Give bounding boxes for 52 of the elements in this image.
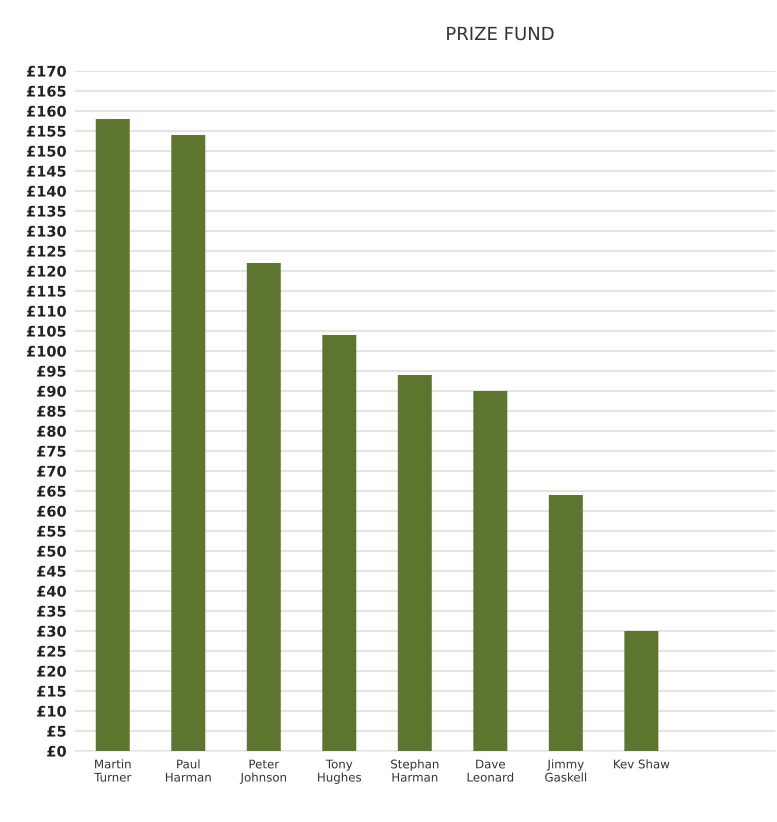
y-tick-label: £0: [47, 746, 66, 757]
x-tick-label: Jimmy Gaskell: [545, 759, 586, 782]
y-tick-label: £25: [37, 646, 66, 657]
y-tick-label: £110: [26, 306, 66, 317]
x-tick-label: Stephan Harman: [391, 759, 438, 782]
y-tick-label: £130: [26, 226, 66, 237]
y-tick-label: £40: [37, 586, 66, 597]
y-tick-label: £115: [26, 286, 66, 297]
x-tick-label: Peter Johnson: [240, 760, 286, 784]
y-tick-label: £35: [37, 606, 66, 617]
y-tick-label: £170: [26, 66, 66, 77]
y-tick-label: £140: [26, 186, 66, 197]
y-tick-label: £95: [37, 366, 66, 377]
y-tick-label: £120: [26, 266, 66, 277]
chart-title: PRIZE FUND: [447, 26, 554, 40]
y-tick-label: £145: [26, 166, 66, 177]
y-tick-label: £20: [37, 666, 66, 677]
y-tick-label: £160: [26, 106, 66, 117]
y-tick-label: £15: [37, 686, 66, 697]
y-tick-label: £70: [37, 466, 66, 477]
bar: [473, 391, 508, 751]
bar: [322, 335, 356, 751]
y-tick-label: £165: [26, 86, 66, 97]
bar: [246, 263, 281, 751]
y-tick-label: £155: [26, 126, 66, 137]
y-tick-label: £100: [26, 346, 66, 357]
y-tick-label: £50: [37, 546, 66, 557]
y-tick-label: £45: [37, 566, 66, 577]
y-tick-label: £150: [26, 146, 66, 157]
bar: [96, 119, 130, 751]
y-tick-label: £85: [37, 406, 66, 417]
y-tick-label: £65: [37, 486, 66, 497]
y-tick-label: £90: [37, 386, 66, 397]
bar: [171, 135, 206, 751]
y-tick-label: £75: [37, 446, 66, 457]
y-tick-label: £10: [37, 706, 66, 717]
x-tick-label: Paul Harman: [166, 759, 211, 782]
y-tick-label: £30: [37, 626, 66, 637]
y-tick-label: £60: [37, 506, 66, 517]
y-tick-label: £55: [37, 526, 66, 537]
y-tick-label: £125: [26, 246, 66, 257]
y-tick-label: £105: [26, 326, 66, 337]
x-tick-label: Dave Leonard: [468, 760, 514, 782]
x-tick-label: Martin Turner: [94, 759, 132, 782]
bar: [398, 375, 432, 751]
x-tick-label: Kev Shaw: [614, 759, 670, 768]
x-tick-label: Tony Hughes: [318, 760, 362, 784]
bar: [548, 495, 583, 751]
y-tick-label: £80: [37, 426, 66, 437]
y-tick-label: £135: [26, 206, 66, 217]
bar: [624, 631, 658, 751]
y-tick-label: £5: [47, 726, 66, 737]
